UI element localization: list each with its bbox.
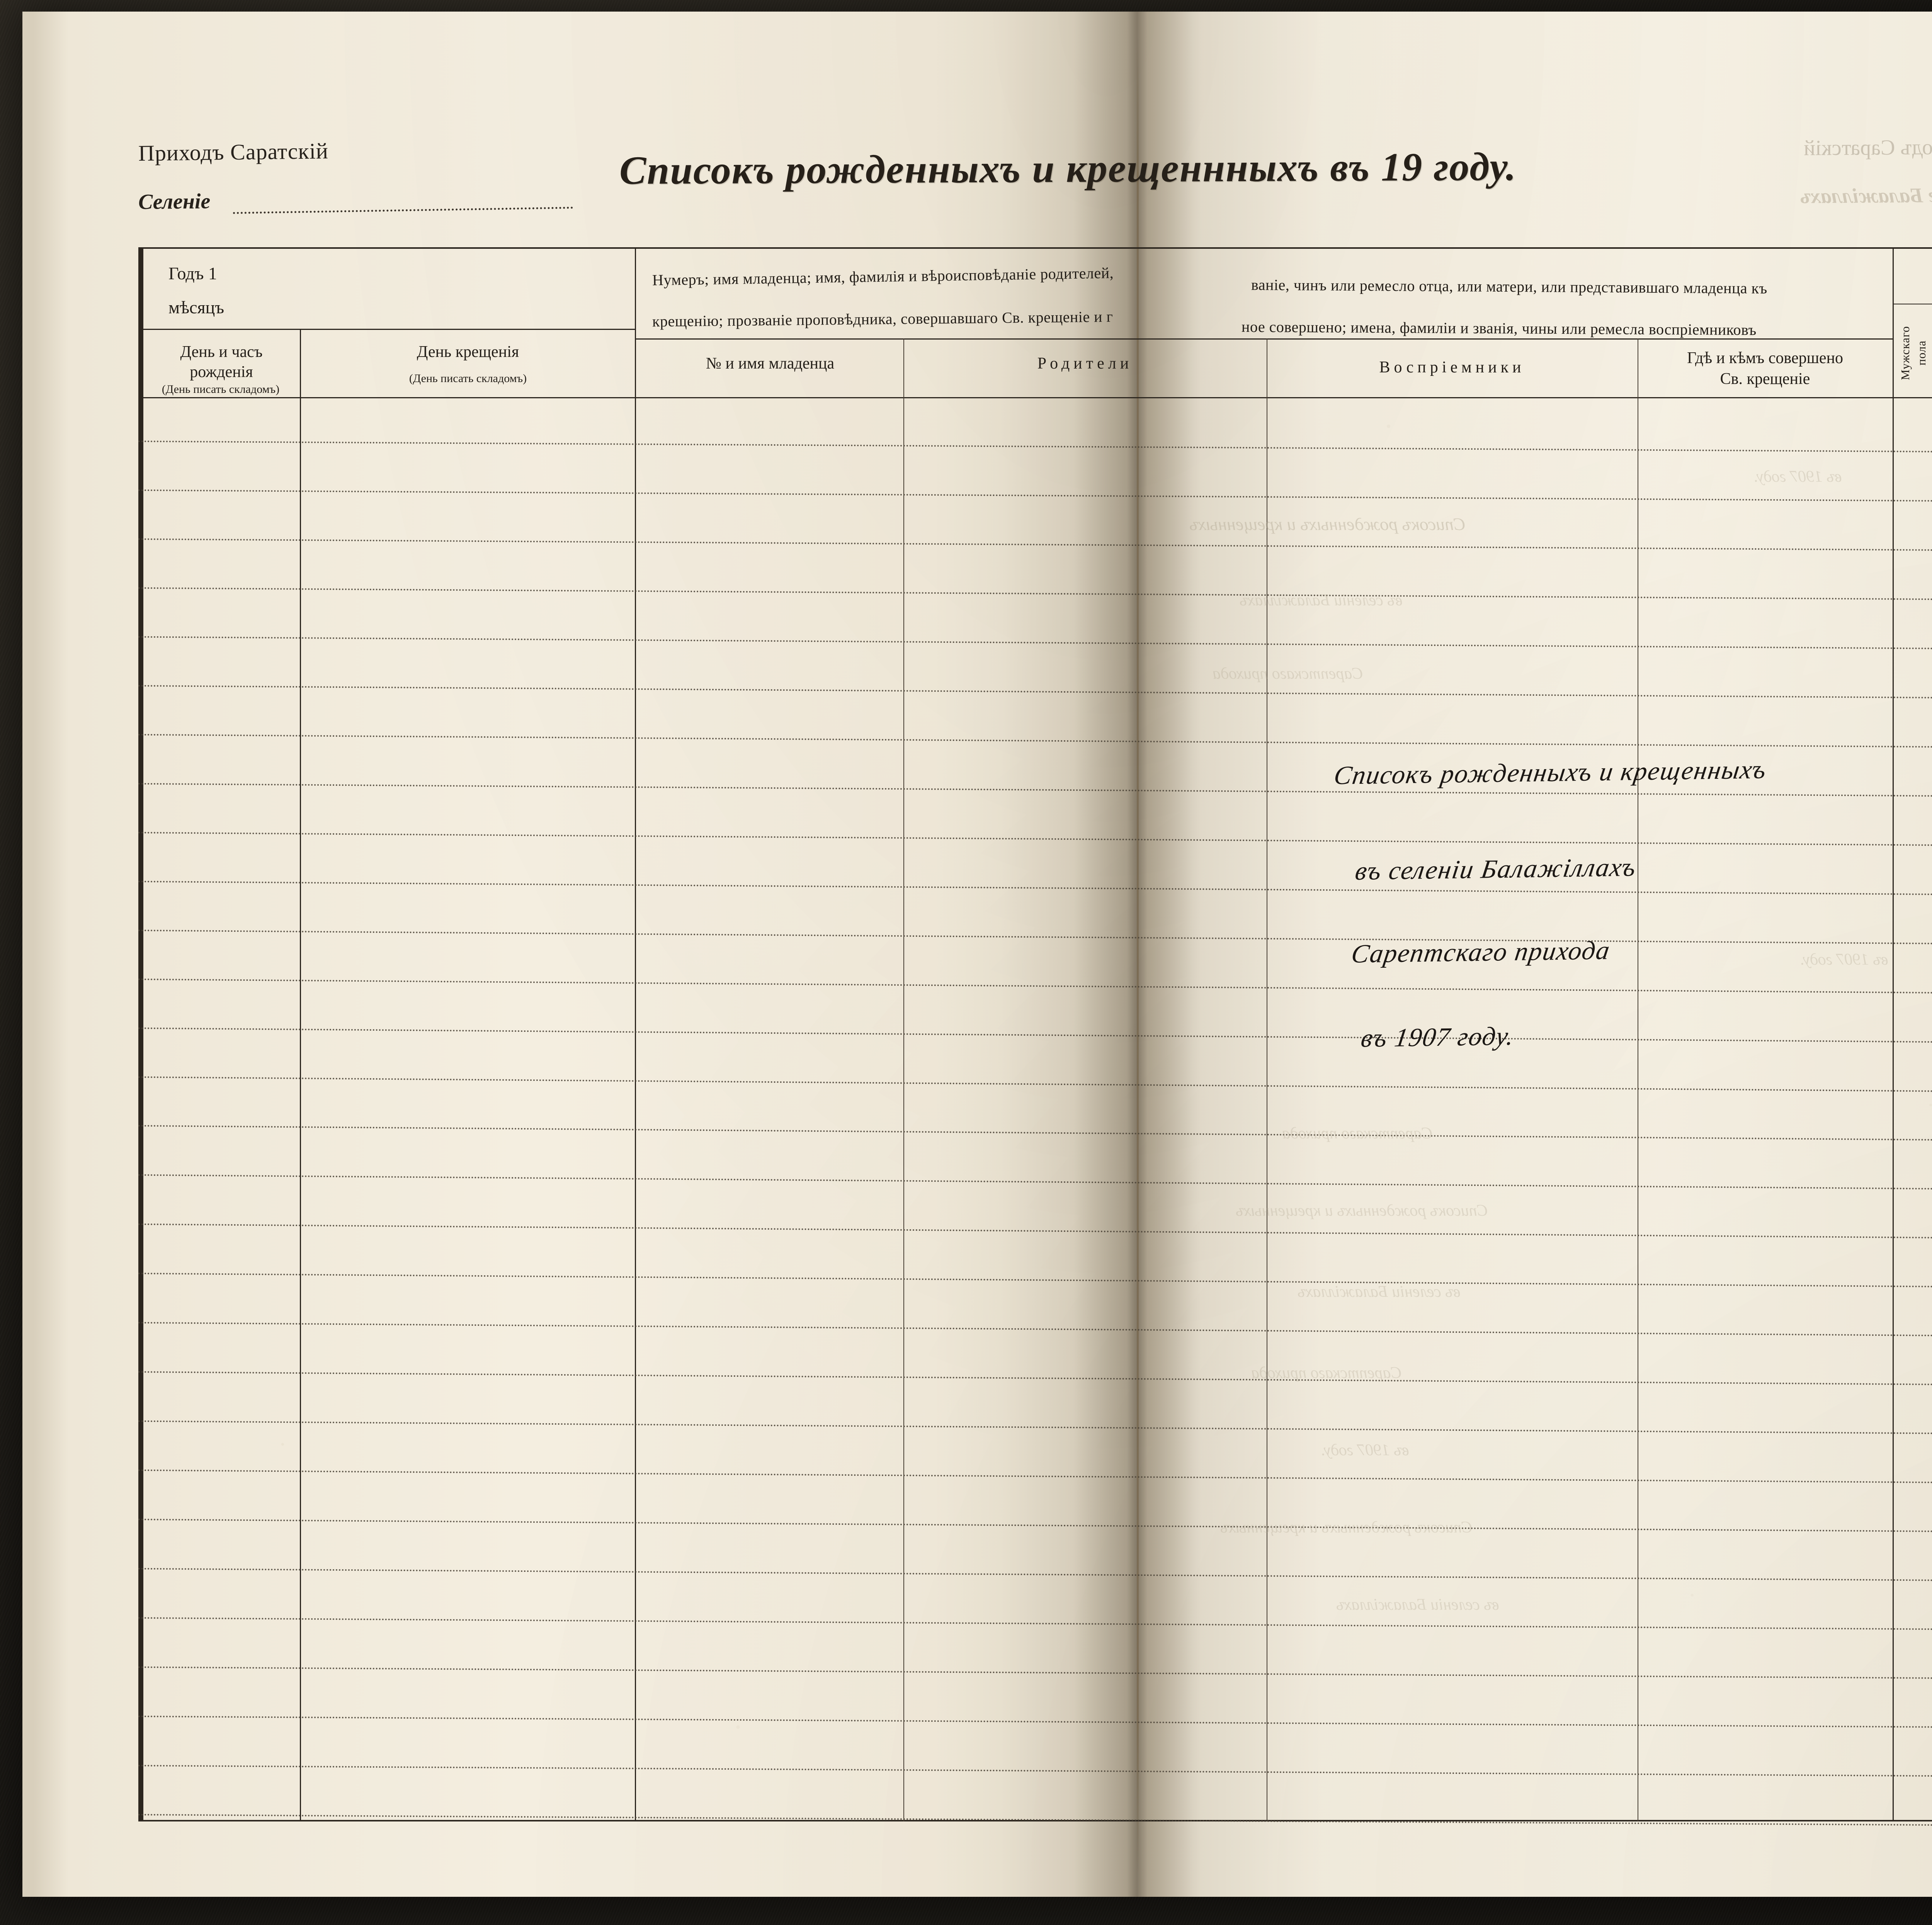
handwritten-title-line3: Сарептскаго прихода: [1349, 935, 1612, 968]
register-table: Годъ 1 мѣсяцъ День и часъ рожденія (День…: [138, 247, 1932, 1827]
instruction-line2-part2: ное совершено; имена, фамиліи и званія, …: [1241, 318, 1757, 339]
header-parents: Родители: [1037, 355, 1133, 372]
right-page-leaf: [1135, 12, 1932, 1897]
header-birth-day-hour-line2: рожденія: [190, 363, 253, 381]
handwritten-title-line1: Списокъ рожденныхъ и крещенныхъ: [1332, 754, 1769, 790]
bleed-text-8: въ 1907 году.: [1321, 1441, 1409, 1459]
header-baptism-note: (День писать складомъ): [409, 372, 527, 385]
bleed-text-2: въ селеніи Балажіллахъ: [1240, 591, 1403, 609]
show-through-village: Селеніе Балажіллахъ: [1799, 183, 1932, 208]
bleed-text-7: Сарептскаго прихода: [1251, 1364, 1402, 1382]
page-title: Списокъ рожденныхъ и крещеннныхъ въ 19 г…: [619, 144, 1517, 193]
bleed-text-6: въ селеніи Балажіллахъ: [1298, 1283, 1461, 1301]
header-birth-note: (День писать складомъ): [162, 383, 280, 396]
bleed-text-12: въ 1907 году.: [1800, 951, 1888, 968]
left-page-leaf: [22, 12, 1135, 1897]
header-place-person-line1: Гдѣ и кѣмъ совершено: [1687, 349, 1844, 367]
bleed-text-5: Списокъ рожденныхъ и крещенныхъ: [1236, 1202, 1488, 1220]
hrule-yearmonth-bottom: [138, 329, 635, 330]
parish-label: Приходъ Саратскій: [138, 138, 329, 166]
header-birth-day-hour-line1: День и часъ: [180, 343, 263, 361]
header-baptism-day: День крещенія: [417, 343, 519, 361]
vrule-dates-names: [635, 247, 636, 1821]
hrule-header-bottom: [138, 397, 1932, 398]
header-place-person-line2: Св. крещеніе: [1720, 370, 1810, 388]
header-legitimate-l3: ные: [1895, 288, 1932, 304]
instruction-line1-part2: ваніе, чинъ или ремесло отца, или матери…: [1251, 276, 1767, 297]
vrule-birthday-baptismday: [300, 329, 301, 1821]
header-sex-male-1: Мужскаго пола: [1898, 326, 1928, 381]
handwritten-title-line4: въ 1907 году.: [1359, 1021, 1517, 1053]
header-child-number-name: № и имя младенца: [706, 355, 835, 372]
show-through-parish: Приходъ Саратскій: [1803, 135, 1932, 160]
bleed-text-1: Списокъ рожденныхъ и крещенныхъ: [1189, 514, 1466, 534]
table-outer-frame: [138, 247, 1932, 1821]
vrule-place-legitimate: [1893, 247, 1894, 1821]
book-binding-line: [1137, 35, 1139, 1874]
header-godparents: Воспріемники: [1379, 358, 1525, 376]
header-year: Годъ 1: [168, 263, 217, 283]
vrule-child-parents: [903, 338, 904, 1821]
handwritten-title-line2: въ селеніи Балажіллахъ: [1353, 852, 1639, 886]
header-legitimate-l2: рожден-: [1895, 272, 1932, 288]
open-book-spread: Приходъ Саратскій Селеніе Списокъ рожден…: [22, 12, 1932, 1897]
village-label: Селеніе: [138, 189, 211, 214]
bleed-text-11: въ 1907 году.: [1753, 468, 1842, 486]
header-legitimate-l1: Законно-: [1895, 256, 1932, 272]
bleed-text-4: Сарептскаго прихода: [1282, 1125, 1433, 1142]
bleed-text-10: въ селеніи Балажіллахъ: [1336, 1596, 1499, 1614]
bleed-text-3: Сарептскаго прихода: [1213, 665, 1363, 683]
bleed-text-9: Списокъ рожденныхъ и крещенныхъ: [1220, 1519, 1473, 1536]
header-month: мѣсяцъ: [168, 297, 224, 317]
hrule-instruction-bottom: [635, 338, 1893, 340]
